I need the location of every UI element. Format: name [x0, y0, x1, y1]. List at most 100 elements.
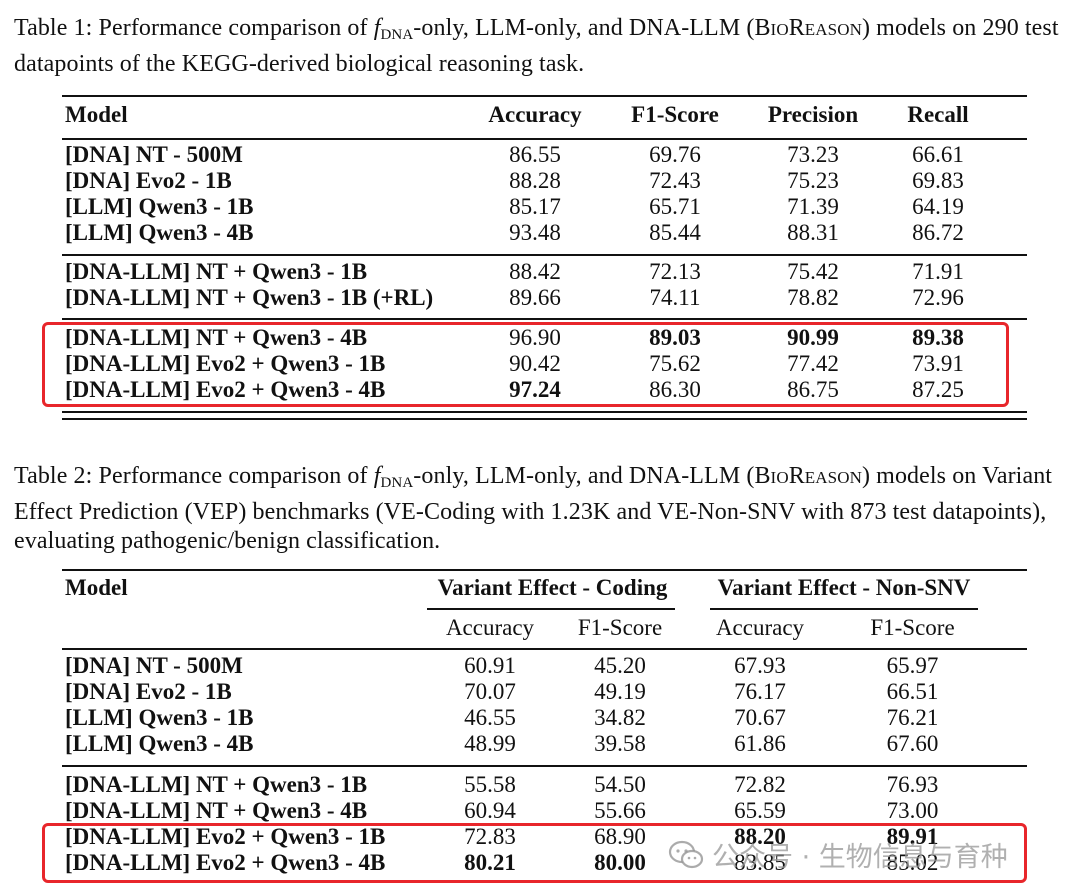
table2-header-rule [62, 648, 1027, 650]
metric-value: 86.30 [649, 377, 701, 402]
table-row: [LLM] Qwen3 - 4B 93.48 85.44 88.31 86.72 [65, 220, 995, 246]
metric-value: 55.66 [594, 798, 646, 823]
table-row: [LLM] Qwen3 - 1B 46.55 34.82 70.67 76.21 [65, 705, 995, 731]
f-dna-symbol: fDNA [373, 463, 414, 491]
table1-highlight-box [42, 322, 1009, 407]
table1-col-precision: Precision [767, 102, 859, 127]
table1-col-f1: F1-Score [631, 102, 719, 127]
table-row: [DNA-LLM] NT + Qwen3 - 4B 96.90 89.03 90.99… [65, 325, 995, 351]
table-row: [DNA-LLM] NT + Qwen3 - 1B (+RL) 89.66 74.1… [65, 285, 995, 311]
model-name: [DNA] Evo2 - 1B [65, 168, 232, 193]
metric-value: 69.83 [912, 168, 964, 193]
metric-value: 78.82 [787, 285, 839, 310]
metric-value: 70.07 [464, 679, 516, 704]
metric-value: 85.44 [649, 220, 701, 245]
metric-value: 67.93 [734, 653, 786, 678]
table-row: [DNA-LLM] Evo2 + Qwen3 - 1B 72.83 68.90 88.… [65, 824, 995, 850]
model-name: [DNA-LLM] Evo2 + Qwen3 - 4B [65, 377, 386, 402]
table1-bottom-rule-2 [62, 418, 1027, 420]
metric-value: 67.60 [886, 731, 939, 756]
metric-value: 49.19 [594, 679, 646, 704]
metric-value: 90.42 [509, 351, 561, 376]
table1-col-recall: Recall [907, 102, 969, 127]
table2-header: Model Variant Effect - Coding Variant Ef… [65, 575, 978, 601]
metric-value: 72.96 [912, 285, 964, 310]
metric-value: 39.58 [594, 731, 646, 756]
table1-group-rule-2 [62, 318, 1027, 320]
metric-value: 80.00 [594, 850, 646, 875]
metric-value: 71.91 [912, 259, 964, 284]
metric-value: 72.83 [464, 824, 516, 849]
table2-top-rule [62, 569, 1027, 571]
table2-highlight-box [42, 823, 1027, 883]
model-name: [LLM] Qwen3 - 1B [65, 705, 254, 730]
metric-value: 75.62 [649, 351, 701, 376]
metric-value: 69.76 [649, 142, 701, 167]
table2-group-baselines: [DNA] NT - 500M 60.91 45.20 67.93 65.97 [DNA]… [65, 653, 995, 757]
table2-caption: Table 2: Performance comparison of fDNA-… [14, 463, 1053, 554]
metric-value: 86.72 [912, 220, 964, 245]
model-name: [DNA-LLM] NT + Qwen3 - 4B [65, 325, 368, 350]
table2-group-nonsnv: Variant Effect - Non-SNV [717, 575, 971, 600]
metric-value: 90.99 [787, 325, 839, 350]
metric-value: 85.17 [509, 194, 561, 219]
table2-col-model: Model [65, 575, 128, 600]
metric-value: 54.50 [594, 772, 646, 797]
metric-value: 73.23 [787, 142, 839, 167]
metric-value: 86.75 [787, 377, 839, 402]
table-row: [DNA] Evo2 - 1B 70.07 49.19 76.17 66.51 [65, 679, 995, 705]
model-name: [DNA-LLM] NT + Qwen3 - 1B [65, 259, 368, 284]
table1-group-highlighted: [DNA-LLM] NT + Qwen3 - 4B 96.90 89.03 90.99… [65, 325, 995, 403]
table-row: [DNA-LLM] NT + Qwen3 - 4B 60.94 55.66 65.59… [65, 798, 995, 824]
model-name: [DNA-LLM] Evo2 + Qwen3 - 1B [65, 824, 386, 849]
metric-value: 89.03 [649, 325, 701, 350]
metric-value: 66.61 [912, 142, 964, 167]
metric-value: 73.00 [886, 798, 939, 823]
metric-value: 96.90 [509, 325, 561, 350]
watermark: 公众号 · 生物信息与育种 [668, 835, 1008, 874]
model-name: [DNA-LLM] NT + Qwen3 - 4B [65, 798, 368, 823]
metric-value: 88.42 [509, 259, 561, 284]
table2-sub-nonsnv-f1: F1-Score [870, 615, 955, 640]
table1-col-accuracy: Accuracy [488, 102, 582, 127]
metric-value: 61.86 [734, 731, 786, 756]
metric-value: 73.91 [912, 351, 964, 376]
metric-value: 77.42 [787, 351, 839, 376]
metric-value: 70.67 [734, 705, 786, 730]
metric-value: 80.21 [464, 850, 516, 875]
model-name: [LLM] Qwen3 - 4B [65, 731, 254, 756]
model-name: [DNA] NT - 500M [65, 653, 243, 678]
metric-value: 68.90 [594, 824, 646, 849]
table2-subheader: Accuracy F1-Score Accuracy F1-Score [65, 615, 995, 641]
metric-value: 34.82 [594, 705, 646, 730]
metric-value: 87.25 [912, 377, 964, 402]
model-name: [DNA] NT - 500M [65, 142, 243, 167]
model-name: [DNA] Evo2 - 1B [65, 679, 232, 704]
metric-value: 72.13 [649, 259, 701, 284]
metric-value: 75.23 [787, 168, 839, 193]
metric-value: 97.24 [509, 377, 561, 402]
table2-sub-nonsnv-accuracy: Accuracy [715, 615, 805, 640]
metric-value: 48.99 [464, 731, 516, 756]
metric-value: 86.55 [509, 142, 561, 167]
metric-value: 89.66 [509, 285, 561, 310]
table-row: [DNA-LLM] NT + Qwen3 - 1B 55.58 54.50 72.82… [65, 772, 995, 798]
table-row: [DNA] NT - 500M 60.91 45.20 67.93 65.97 [65, 653, 995, 679]
table2-group-dna-llm: [DNA-LLM] NT + Qwen3 - 1B 55.58 54.50 72.82… [65, 772, 995, 876]
model-name: [LLM] Qwen3 - 4B [65, 220, 254, 245]
metric-value: 88.31 [787, 220, 839, 245]
metric-value: 60.94 [464, 798, 516, 823]
metric-value: 65.97 [886, 653, 939, 678]
table-row: [DNA-LLM] Evo2 + Qwen3 - 4B 97.24 86.30 86.… [65, 377, 995, 403]
table-row: [DNA-LLM] NT + Qwen3 - 1B 88.42 72.13 75.42… [65, 259, 995, 285]
table-row: [DNA] Evo2 - 1B 88.28 72.43 75.23 69.83 [65, 168, 995, 194]
table2-nonsnv-cmidrule [710, 608, 978, 610]
table1-bottom-rule-1 [62, 411, 1027, 413]
model-name: [LLM] Qwen3 - 1B [65, 194, 254, 219]
metric-value: 55.58 [464, 772, 516, 797]
metric-value: 83.85 [734, 850, 786, 875]
metric-value: 60.91 [464, 653, 516, 678]
metric-value: 89.38 [912, 325, 964, 350]
metric-value: 88.20 [734, 824, 786, 849]
metric-value: 76.17 [734, 679, 786, 704]
